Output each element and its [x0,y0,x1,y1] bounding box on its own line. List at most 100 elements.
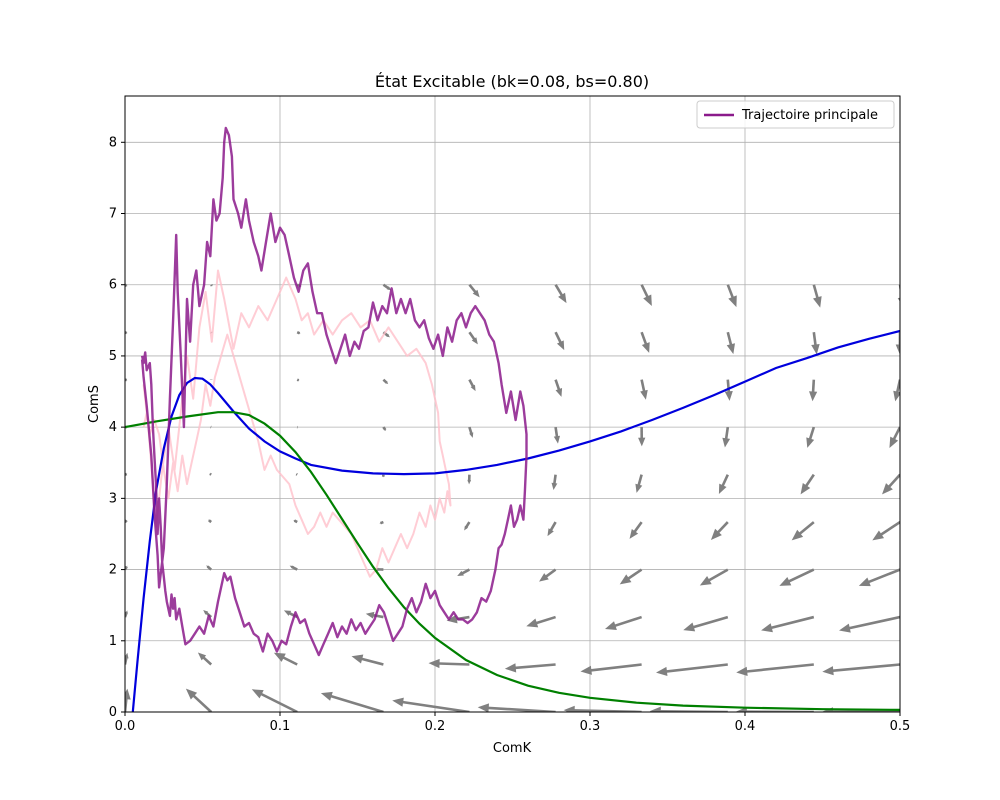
vector-arrow [351,654,384,666]
plot-frame [124,95,901,713]
vector-arrow [251,689,298,712]
x-tick-label: 0.4 [735,719,756,734]
vector-arrow [206,565,213,571]
vector-arrow [320,691,384,712]
vector-arrow [554,379,563,397]
vector-arrow [185,688,213,712]
vector-arrow [779,568,815,586]
vector-arrow [289,565,298,571]
chart-title: État Excitable (bk=0.08, bs=0.80) [375,72,649,91]
vector-arrow [724,379,733,401]
vector-arrow [295,472,298,476]
vector-arrow [392,697,470,712]
y-axis-label: ComS [87,385,102,423]
vector-arrow [563,705,642,712]
vector-arrow [683,615,729,632]
vector-arrow [726,284,737,308]
vector-arrow [467,474,472,485]
vector-arrow [382,283,392,291]
vector-arrow [210,283,214,287]
vector-arrow [640,379,648,400]
vector-arrow [468,283,480,298]
vector-arrow [296,331,301,335]
y-tick-label: 2 [109,563,117,578]
vector-arrow [551,474,558,491]
vector-arrow [736,663,814,676]
vector-arrow [468,331,478,345]
vector-arrow [468,426,474,438]
vector-arrow [722,426,731,448]
vector-arrow [208,519,212,524]
vector-arrow [283,610,298,619]
vector-arrow [889,426,900,449]
vector-arrow [872,520,900,541]
main-trajectory [140,126,528,657]
vector-arrow [554,331,565,351]
vector-arrow [761,615,815,633]
vector-arrow [382,426,387,431]
x-tick-label: 0.3 [580,719,601,734]
vector-arrow [293,519,298,524]
vector-arrow [649,706,728,712]
vector-arrow [296,378,300,382]
vector-arrow [640,331,650,353]
y-tick-label: 5 [109,349,117,364]
vector-arrow [809,379,818,402]
vector-arrow [209,472,212,476]
vector-arrow [477,703,556,712]
vector-arrow [812,284,822,308]
vector-arrow [811,332,820,355]
vector-arrow [629,521,643,539]
vector-arrow [655,663,728,677]
x-tick-label: 0.5 [890,719,911,734]
vector-arrow [554,284,567,304]
y-tick-label: 7 [109,207,117,222]
vector-arrow [197,652,213,666]
y-tick-label: 8 [109,135,117,150]
x-tick-label: 0.0 [115,719,136,734]
vector-arrow [464,521,471,531]
vector-arrow [822,663,900,676]
legend-box [696,100,895,129]
vector-arrow [726,331,735,355]
vector-arrow [539,568,557,582]
vector-arrow [526,615,556,628]
comk-nullcline [131,329,900,712]
legend-label: Trajectoire principale [741,108,878,123]
vector-arrow [839,615,900,633]
vector-arrow [203,610,213,619]
vector-arrow [580,663,642,675]
vector-arrow [379,520,384,525]
vector-arrow [428,658,470,669]
vector-arrow [604,615,643,630]
vector-arrow [619,568,643,585]
vector-arrow [800,473,815,495]
y-tick-label: 4 [109,420,117,435]
secondary-trajectory [142,269,452,578]
vector-arrow [882,473,900,495]
plot-area [125,126,900,712]
vector-arrow [710,521,729,540]
vector-arrow [718,474,729,494]
vector-arrow [897,284,900,302]
vector-arrow [382,378,389,385]
axes: 0.0 0.1 0.2 0.3 0.4 0.5 0 1 2 3 4 5 6 7 8 [109,135,911,734]
vector-arrow [547,521,557,537]
vector-arrow [468,379,476,392]
vector-arrow [791,521,815,541]
vector-arrow [273,652,298,666]
y-tick-label: 3 [109,491,117,506]
x-tick-label: 0.2 [425,719,446,734]
vector-arrow [640,284,652,306]
vector-arrow [893,379,900,402]
vector-arrow [381,474,385,478]
vector-arrow [635,474,643,493]
coms-nullcline [125,411,900,711]
vector-arrow [699,568,729,586]
vector-arrow [806,426,816,448]
vector-arrow [457,568,471,577]
vector-arrow [858,568,900,587]
vector-arrow [638,427,646,447]
vector-arrow [125,688,131,712]
